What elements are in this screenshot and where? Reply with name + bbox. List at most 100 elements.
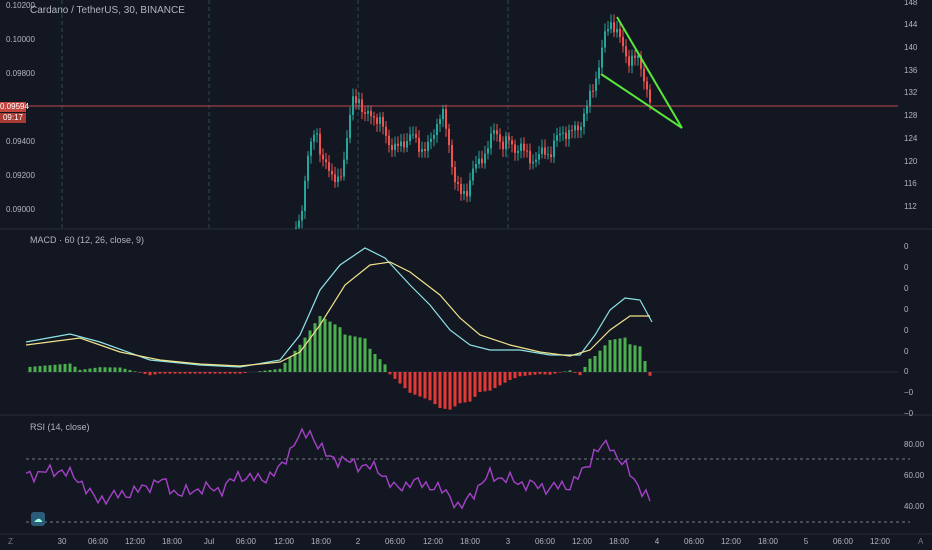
candle-body bbox=[430, 138, 432, 142]
macd-histogram-bar bbox=[158, 372, 162, 374]
candle-body bbox=[319, 133, 321, 155]
candle-body bbox=[565, 132, 567, 140]
macd-histogram-bar bbox=[68, 363, 72, 372]
macd-histogram-bar bbox=[98, 367, 102, 372]
candle-body bbox=[472, 168, 474, 181]
candle-body bbox=[328, 162, 330, 171]
time-tick: 12:00 bbox=[273, 537, 295, 546]
candle-body bbox=[568, 129, 570, 140]
macd-histogram-bar bbox=[228, 372, 232, 374]
candle-body bbox=[517, 150, 519, 153]
candle-body bbox=[367, 110, 369, 114]
tradingview-logo-icon[interactable]: ☁ bbox=[31, 512, 45, 526]
macd-histogram-bar bbox=[428, 372, 432, 401]
macd-histogram-bar bbox=[83, 369, 87, 372]
price-tick: 0.09200 bbox=[6, 171, 35, 180]
macd-histogram-bar bbox=[553, 372, 557, 374]
macd-histogram-bar bbox=[403, 372, 407, 389]
macd-histogram-bar bbox=[593, 356, 597, 372]
candle-body bbox=[310, 141, 312, 156]
macd-histogram-bar bbox=[138, 372, 142, 373]
macd-histogram-bar bbox=[193, 372, 197, 374]
candle-body bbox=[592, 90, 594, 92]
macd-histogram-bar bbox=[493, 372, 497, 388]
time-tick: 06:00 bbox=[87, 537, 109, 546]
candle-body bbox=[373, 116, 375, 118]
candle-body bbox=[337, 176, 339, 183]
candle-body bbox=[400, 141, 402, 146]
macd-histogram-bar bbox=[143, 372, 147, 374]
candle-body bbox=[451, 145, 453, 168]
price-tick: 128 bbox=[904, 111, 918, 120]
macd-histogram-bar bbox=[548, 372, 552, 375]
timezone-toggle[interactable]: Z bbox=[8, 537, 13, 546]
macd-histogram-bar bbox=[523, 372, 527, 376]
price-tick: 148 bbox=[904, 0, 918, 7]
time-tick: 4 bbox=[654, 537, 660, 546]
candle-body bbox=[574, 125, 576, 131]
candle-body bbox=[340, 176, 342, 178]
macd-histogram-bar bbox=[418, 372, 422, 397]
macd-histogram-bar bbox=[183, 372, 187, 374]
macd-histogram-bar bbox=[468, 372, 472, 402]
macd-histogram-bar bbox=[463, 372, 467, 403]
price-tick: 136 bbox=[904, 66, 918, 75]
macd-histogram-bar bbox=[448, 372, 452, 410]
candle-body bbox=[484, 153, 486, 164]
time-tick: 2 bbox=[355, 537, 361, 546]
macd-histogram-bar bbox=[38, 366, 42, 372]
candle-body bbox=[388, 135, 390, 146]
macd-line bbox=[25, 247, 653, 368]
price-tick: 0.09000 bbox=[6, 205, 35, 214]
macd-histogram-bar bbox=[348, 335, 352, 372]
candle-body bbox=[466, 191, 468, 197]
candle-body bbox=[454, 167, 456, 183]
candle-body bbox=[523, 143, 525, 151]
macd-histogram-bar bbox=[583, 366, 587, 372]
candle-body bbox=[643, 68, 645, 82]
macd-title[interactable]: MACD · 60 (12, 26, close, 9) bbox=[30, 235, 145, 245]
macd-histogram-bar bbox=[63, 363, 67, 372]
macd-histogram-bar bbox=[128, 370, 132, 372]
macd-histogram-bar bbox=[518, 372, 522, 377]
time-tick: 30 bbox=[57, 537, 67, 546]
macd-histogram-bar bbox=[398, 372, 402, 384]
candle-body bbox=[505, 136, 507, 150]
macd-histogram-bar bbox=[633, 345, 637, 372]
macd-histogram-bar bbox=[293, 350, 297, 372]
macd-tick: 0 bbox=[904, 347, 909, 356]
macd-histogram-bar bbox=[538, 372, 542, 375]
macd-tick: 0 bbox=[904, 263, 909, 272]
macd-histogram-bar bbox=[263, 370, 267, 372]
macd-histogram bbox=[28, 316, 652, 410]
candle-body bbox=[406, 140, 408, 148]
time-tick: 12:00 bbox=[124, 537, 146, 546]
candle-body bbox=[562, 132, 564, 134]
macd-histogram-bar bbox=[508, 372, 512, 380]
candle-body bbox=[628, 56, 630, 66]
candle-body bbox=[469, 180, 471, 197]
macd-histogram-bar bbox=[568, 370, 572, 372]
symbol-title[interactable]: Cardano / TetherUS, 30, BINANCE bbox=[30, 5, 185, 16]
candle-body bbox=[442, 109, 444, 120]
macd-histogram-bar bbox=[378, 359, 382, 372]
macd-histogram-bar bbox=[323, 318, 327, 372]
macd-histogram-bar bbox=[598, 350, 602, 372]
macd-tick: 0 bbox=[904, 326, 909, 335]
macd-histogram-bar bbox=[73, 366, 77, 372]
price-tick: 132 bbox=[904, 88, 918, 97]
time-tick: 18:00 bbox=[459, 537, 481, 546]
rsi-title[interactable]: RSI (14, close) bbox=[30, 422, 90, 432]
candle-body bbox=[619, 28, 621, 38]
candle-body bbox=[520, 143, 522, 151]
macd-histogram-bar bbox=[488, 372, 492, 391]
candle-body bbox=[634, 55, 636, 58]
macd-histogram-bar bbox=[198, 372, 202, 374]
macd-histogram-bar bbox=[638, 346, 642, 372]
price-tick: 0.09800 bbox=[6, 69, 35, 78]
auto-scale-toggle[interactable]: A bbox=[918, 537, 924, 546]
candles bbox=[295, 14, 651, 229]
macd-histogram-bar bbox=[208, 372, 212, 374]
macd-histogram-bar bbox=[513, 372, 517, 379]
